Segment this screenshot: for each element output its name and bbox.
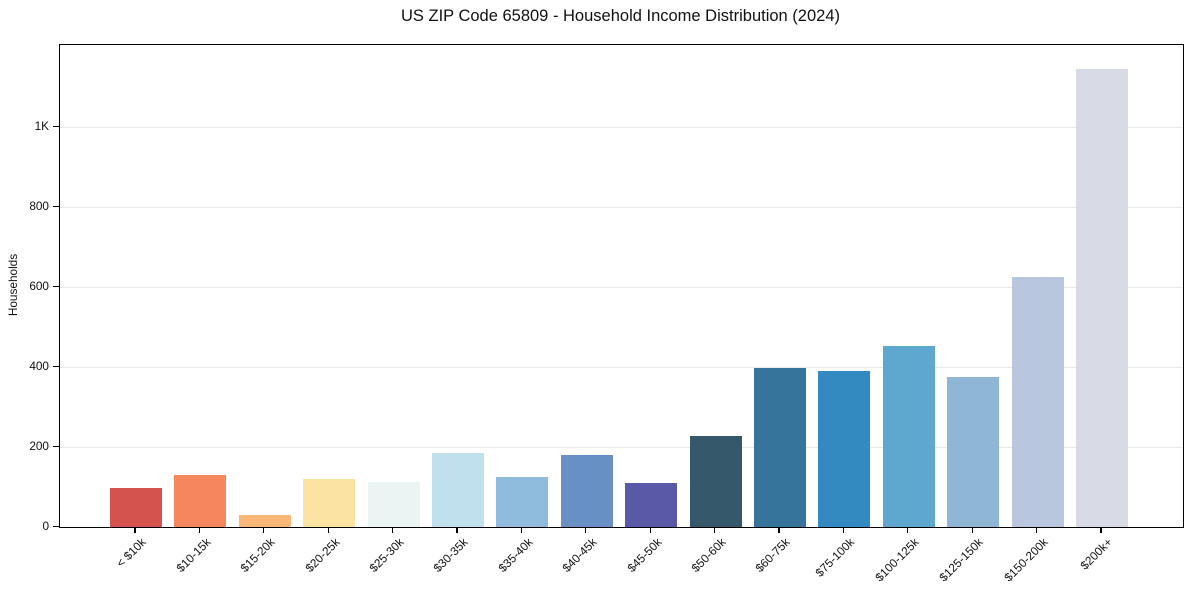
y-tick-mark xyxy=(53,525,59,527)
x-tick-mark xyxy=(456,527,458,534)
x-tick-label: $30-35k xyxy=(430,535,471,576)
x-tick-mark xyxy=(520,527,522,534)
bar-75-100k xyxy=(818,370,871,527)
x-tick-label: $100-125k xyxy=(872,535,922,585)
x-tick-mark xyxy=(842,527,844,534)
bar-100-125k xyxy=(882,345,935,527)
y-tick-mark xyxy=(53,205,59,207)
gridline xyxy=(60,127,1183,128)
x-tick-mark xyxy=(263,527,265,534)
y-tick-mark xyxy=(53,445,59,447)
bar-60-75k xyxy=(754,368,806,527)
bar-35-40k xyxy=(496,476,549,527)
x-tick-label: $60-75k xyxy=(752,535,793,576)
x-tick-mark xyxy=(392,527,394,534)
chart-title: US ZIP Code 65809 - Household Income Dis… xyxy=(400,7,840,25)
bar-200k xyxy=(1076,69,1128,527)
x-tick-label: $75-100k xyxy=(812,535,858,580)
bar-25-30k xyxy=(367,481,420,527)
bar-150-200k xyxy=(1011,277,1064,527)
x-tick-mark xyxy=(649,527,651,534)
bar-45-50k xyxy=(625,483,678,527)
y-tick-mark xyxy=(53,125,59,127)
gridline xyxy=(60,447,1183,448)
x-tick-label: $125-150k xyxy=(936,535,987,585)
x-tick-label: $35-40k xyxy=(495,535,536,576)
x-tick-label: $20-25k xyxy=(302,535,343,576)
x-tick-label: $10-15k xyxy=(173,535,214,576)
x-tick-label: $25-30k xyxy=(366,535,407,576)
bar-10-15k xyxy=(174,474,227,527)
bar-15-20k xyxy=(238,515,291,527)
x-tick-label: $200k+ xyxy=(1077,535,1115,573)
y-tick-label: 800 xyxy=(29,199,49,213)
y-tick-label: 0 xyxy=(42,519,49,533)
x-tick-label: $15-20k xyxy=(237,535,278,576)
x-tick-mark xyxy=(1036,527,1038,534)
bar-125-150k xyxy=(947,376,1000,527)
x-tick-mark xyxy=(327,527,329,534)
y-tick-mark xyxy=(53,365,59,367)
y-tick-label: 1K xyxy=(34,119,49,133)
x-tick-mark xyxy=(198,527,200,534)
x-tick-mark xyxy=(714,527,716,534)
x-tick-mark xyxy=(907,527,909,534)
y-tick-label: 400 xyxy=(29,359,49,373)
x-tick-label: $50-60k xyxy=(688,535,729,576)
gridline xyxy=(60,207,1183,208)
bar-10k xyxy=(110,488,162,527)
x-tick-label: < $10k xyxy=(113,535,149,571)
x-tick-mark xyxy=(134,527,136,534)
x-tick-mark xyxy=(1100,527,1102,534)
x-tick-mark xyxy=(971,527,973,534)
x-tick-label: $45-50k xyxy=(624,535,665,576)
x-tick-label: $150-200k xyxy=(1001,535,1051,585)
y-tick-mark xyxy=(53,285,59,287)
gridline xyxy=(60,287,1183,288)
y-tick-label: 600 xyxy=(29,279,49,293)
bar-30-35k xyxy=(432,453,484,527)
x-tick-label: $40-45k xyxy=(559,535,600,576)
bar-20-25k xyxy=(303,479,356,527)
plot-area xyxy=(59,44,1184,528)
x-tick-mark xyxy=(585,527,587,534)
x-tick-mark xyxy=(778,527,780,534)
gridline xyxy=(60,367,1183,368)
y-tick-label: 200 xyxy=(29,439,49,453)
bar-50-60k xyxy=(689,435,742,527)
bar-40-45k xyxy=(560,455,613,527)
